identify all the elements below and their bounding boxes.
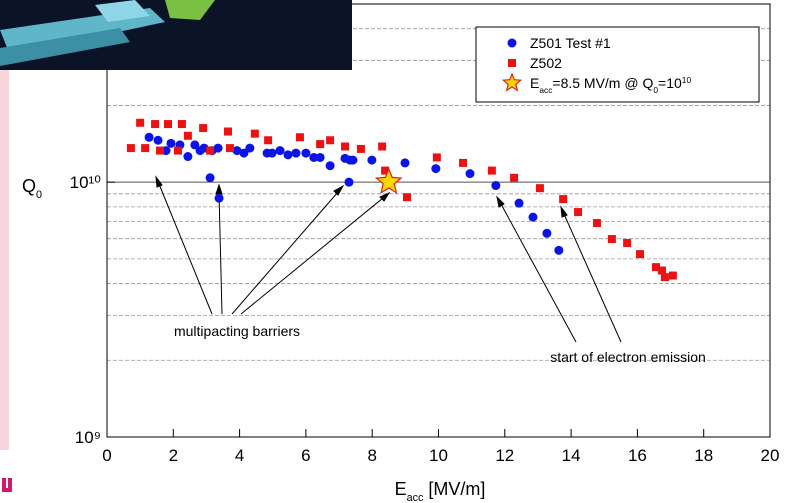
point	[554, 246, 563, 255]
point	[151, 120, 159, 128]
point	[357, 145, 365, 153]
point	[669, 272, 677, 280]
point	[154, 136, 163, 145]
point	[276, 146, 285, 155]
point	[226, 144, 234, 152]
label-part: Q	[22, 176, 36, 196]
point	[326, 161, 335, 170]
point	[542, 229, 551, 238]
point	[488, 167, 496, 175]
x-tick-label: 14	[562, 446, 581, 465]
x-tick-label: 0	[102, 446, 111, 465]
point	[291, 149, 300, 158]
point	[214, 144, 223, 153]
label-part: [MV/m]	[423, 479, 485, 499]
point	[206, 147, 214, 155]
point	[378, 142, 386, 150]
chart: 10⁹ 10¹⁰ 0 2 4 6 8 10 12 14 16 18 20 multipacting ba…	[0, 0, 794, 503]
point	[367, 156, 376, 165]
point	[508, 59, 516, 67]
y-tick-label: 10⁹	[75, 428, 101, 447]
point	[316, 153, 325, 162]
side-strip	[0, 70, 9, 450]
label-part: acc	[407, 492, 424, 503]
point	[174, 147, 182, 155]
point	[510, 174, 518, 182]
label-part: 10	[682, 75, 692, 85]
x-tick-label: 4	[235, 446, 244, 465]
point	[145, 133, 154, 142]
label-part: acc	[539, 85, 552, 95]
label-part: =10	[658, 75, 682, 91]
point	[491, 181, 500, 190]
point	[166, 139, 175, 148]
point	[136, 119, 144, 127]
point	[623, 239, 631, 247]
label-part: E	[530, 75, 539, 91]
x-tick-label: 12	[495, 446, 514, 465]
annotation: start of electron emission	[550, 349, 706, 365]
x-tick-label: 8	[367, 446, 376, 465]
point	[559, 195, 567, 203]
point	[608, 235, 616, 243]
point	[178, 120, 186, 128]
point	[199, 124, 207, 132]
point	[508, 39, 517, 48]
point	[141, 144, 149, 152]
point	[433, 153, 441, 161]
point	[465, 169, 474, 178]
x-tick-label: 10	[429, 446, 448, 465]
point	[574, 208, 582, 216]
x-tick-label: 20	[761, 446, 780, 465]
point	[164, 120, 172, 128]
point	[251, 130, 259, 138]
point	[459, 159, 467, 167]
point	[183, 152, 192, 161]
point	[431, 164, 440, 173]
point	[301, 149, 310, 158]
label-part: E	[395, 479, 407, 499]
point	[528, 213, 537, 222]
point	[224, 128, 232, 136]
point	[636, 250, 644, 258]
point	[344, 178, 353, 187]
annotation: multipacting barriers	[174, 323, 300, 339]
point	[283, 150, 292, 159]
x-tick-label: 6	[301, 446, 310, 465]
legend-label: Z502	[530, 55, 562, 71]
point	[326, 136, 334, 144]
point	[536, 184, 544, 192]
point	[401, 158, 410, 167]
point	[215, 194, 224, 203]
point	[296, 133, 304, 141]
point	[661, 273, 669, 281]
x-tick-label: 18	[694, 446, 713, 465]
point	[515, 199, 524, 208]
point	[245, 144, 254, 153]
y-tick-label: 10¹⁰	[70, 173, 102, 192]
point	[264, 136, 272, 144]
point	[348, 156, 357, 165]
x-tick-label: 2	[169, 446, 178, 465]
point	[268, 149, 277, 158]
photo	[0, 0, 352, 70]
point	[156, 147, 164, 155]
point	[184, 132, 192, 140]
label-part: =8.5 MV/m @ Q	[552, 75, 653, 91]
point	[206, 173, 215, 182]
x-tick-label: 16	[628, 446, 647, 465]
label-part: 0	[36, 189, 42, 201]
legend-label: Z501 Test #1	[530, 35, 611, 51]
point	[127, 144, 135, 152]
point	[593, 219, 601, 227]
point	[341, 142, 349, 150]
point	[403, 193, 411, 201]
point	[316, 140, 324, 148]
